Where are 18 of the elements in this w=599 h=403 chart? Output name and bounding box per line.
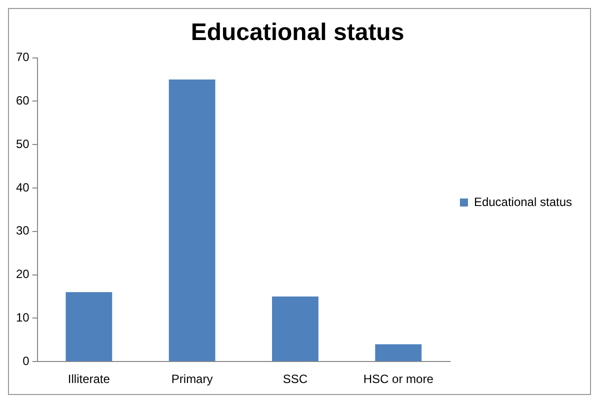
x-tick-label: Illiterate [68, 372, 110, 386]
y-tick-label: 10 [16, 310, 30, 325]
x-tick-label: SSC [282, 372, 308, 386]
y-tick-label: 60 [16, 94, 30, 108]
y-tick-label: 40 [16, 180, 30, 194]
bar [66, 292, 112, 362]
x-tick-label: Primary [171, 372, 213, 386]
bar [272, 296, 318, 362]
y-tick-label: 20 [16, 267, 30, 282]
y-tick-label: 70 [16, 50, 30, 64]
chart-title: Educational status [190, 19, 404, 46]
x-tick-label: HSC or more [363, 372, 434, 386]
y-tick-label: 0 [22, 354, 30, 368]
bar [375, 344, 422, 362]
bar [168, 80, 216, 362]
y-tick-label: 50 [16, 136, 30, 151]
y-tick-label: 30 [16, 224, 30, 238]
legend-label: Educational status [474, 194, 572, 209]
